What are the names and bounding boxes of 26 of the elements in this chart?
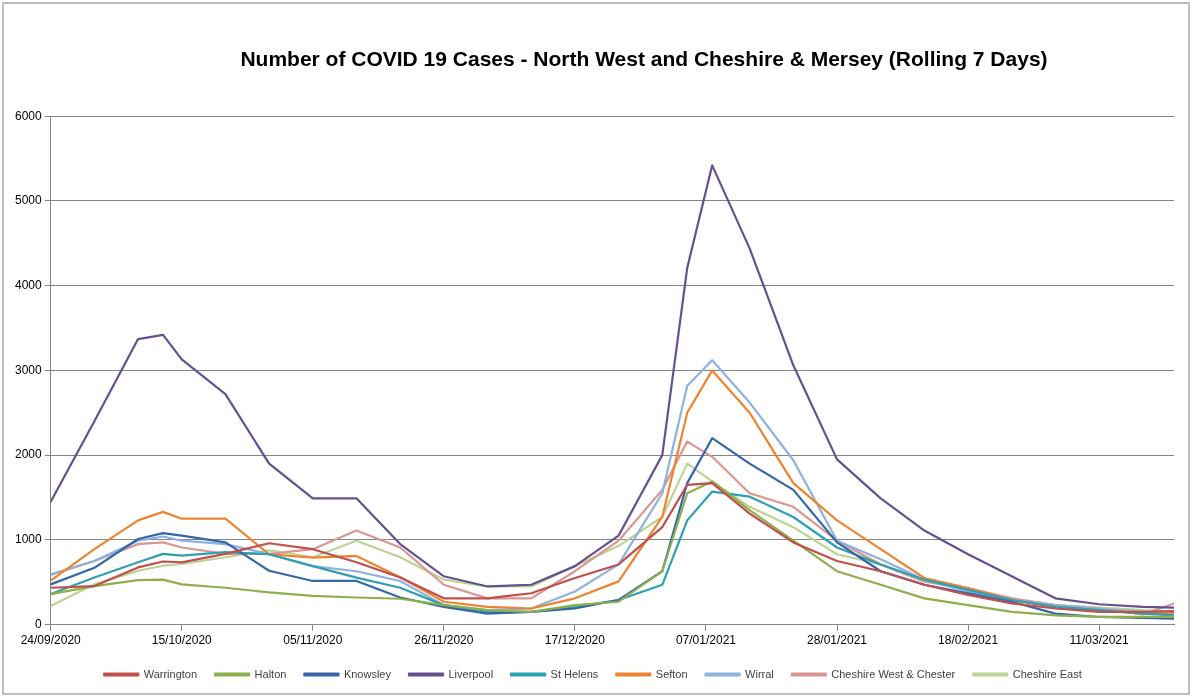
x-tick-label: 15/10/2020 [151, 633, 213, 648]
y-tick-label: 4000 [14, 277, 43, 292]
legend-label: St Helens [550, 667, 599, 680]
x-tick-label: 18/02/2021 [938, 633, 999, 648]
x-tick-label: 11/03/2021 [1069, 633, 1130, 648]
x-tick-label: 26/11/2020 [414, 633, 474, 648]
legend-label: Halton [254, 667, 287, 680]
x-tick-label: 28/01/2021 [806, 633, 868, 648]
legend-label: Sefton [655, 667, 688, 680]
x-tick-label: 07/01/2021 [675, 633, 737, 648]
y-tick-label: 1000 [14, 532, 43, 547]
y-tick-label: 0 [35, 616, 43, 631]
y-tick-label: 5000 [14, 193, 43, 208]
legend-label: Liverpool [448, 667, 494, 680]
y-tick-label: 2000 [14, 447, 43, 462]
y-tick-label: 6000 [14, 108, 43, 123]
chart-title: Number of COVID 19 Cases - North West and Cheshire & Mersey (Rolling 7 Days) [239, 46, 1049, 72]
legend-label: Cheshire East [1012, 667, 1082, 680]
y-tick-label: 3000 [14, 362, 43, 377]
x-tick-label: 05/11/2020 [283, 633, 343, 648]
legend-label: Warrington [143, 667, 198, 680]
legend-label: Knowsley [343, 667, 392, 680]
x-tick-label: 24/09/2020 [20, 633, 82, 648]
legend-label: Cheshire West & Chester [831, 667, 956, 680]
x-tick-label: 17/12/2020 [544, 633, 606, 648]
legend-label: Wirral [745, 667, 774, 680]
